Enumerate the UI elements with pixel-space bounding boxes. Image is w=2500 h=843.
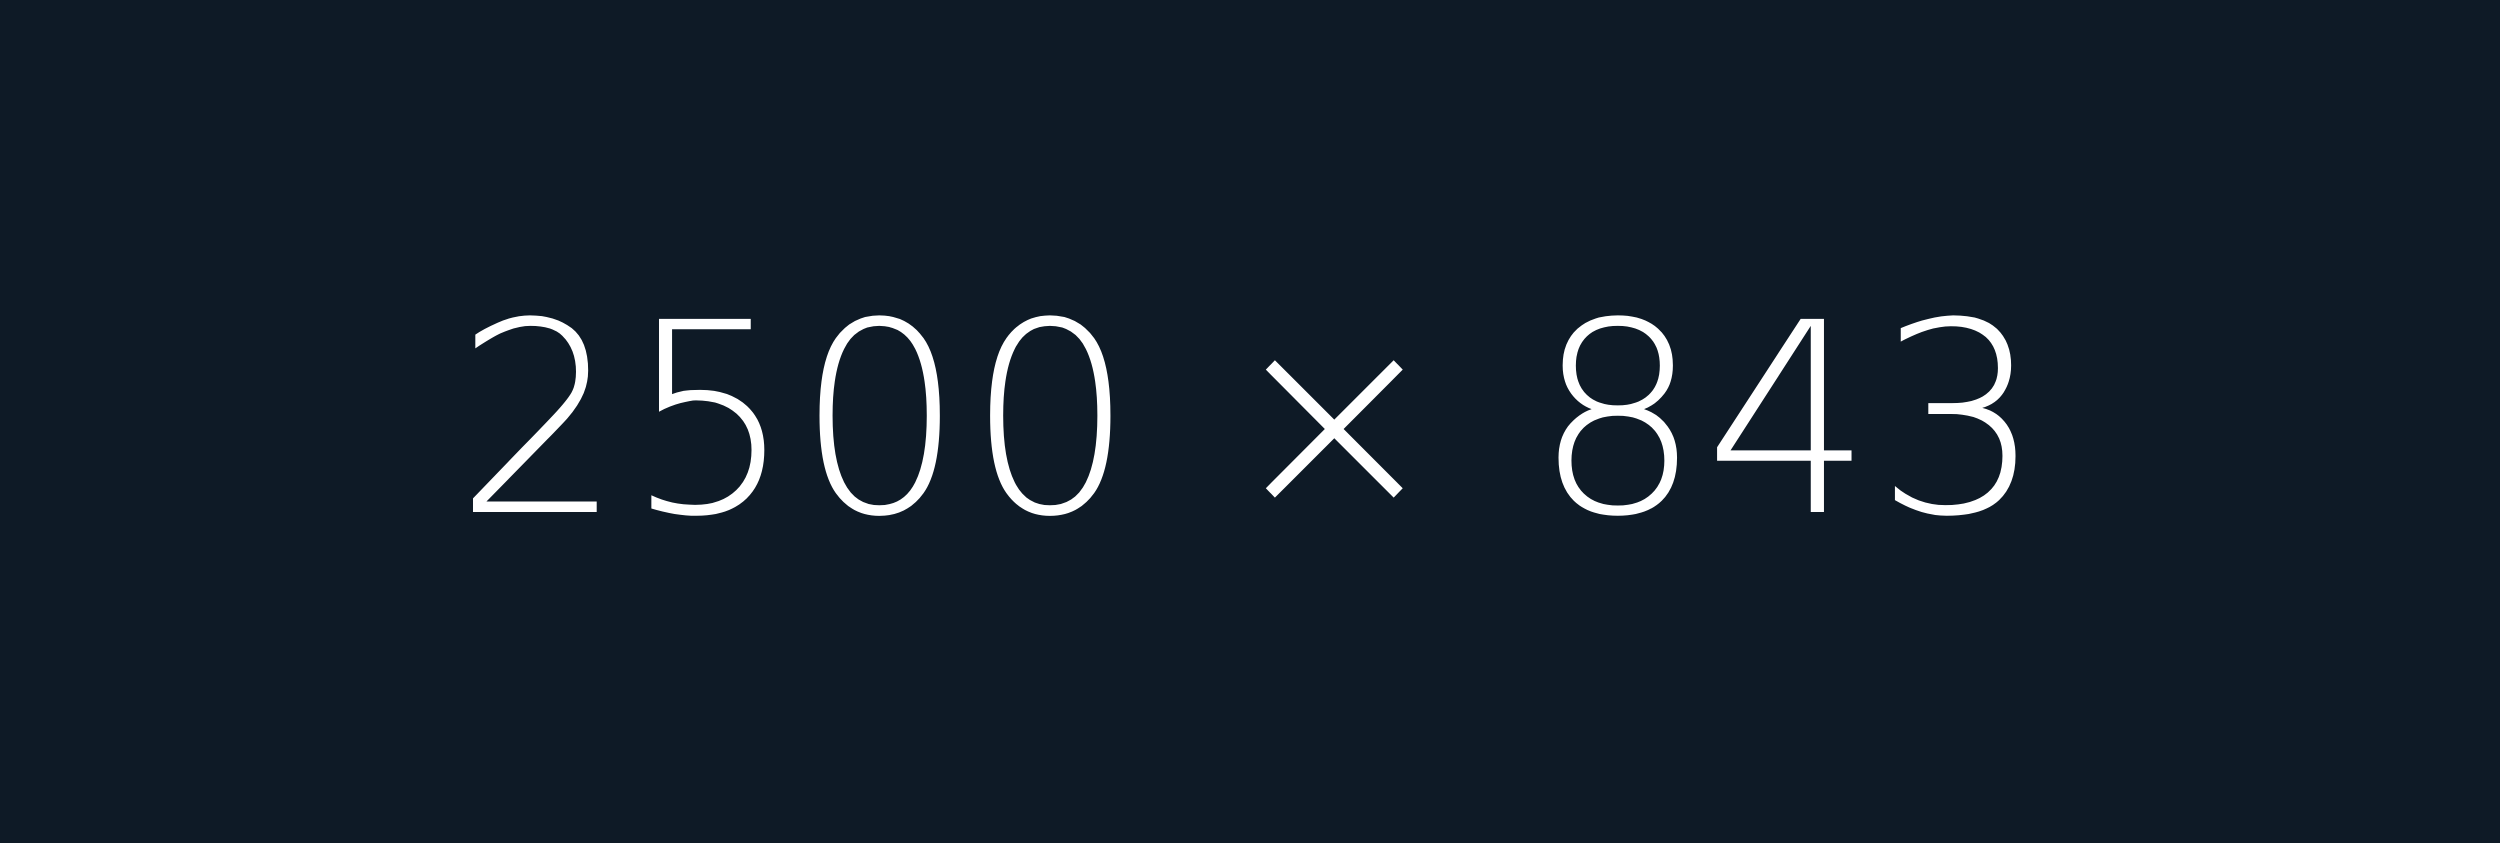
placeholder-canvas: 2500 × 843 bbox=[454, 267, 2046, 575]
dimensions-label: 2500 × 843 bbox=[454, 267, 2046, 575]
